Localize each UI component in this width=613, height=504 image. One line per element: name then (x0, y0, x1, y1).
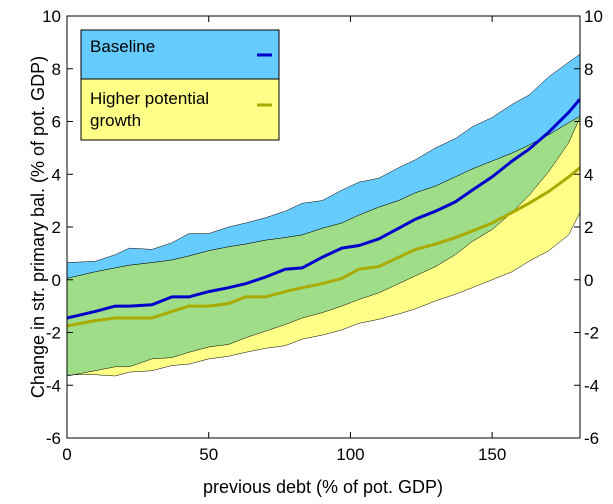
y-tick-label: 8 (52, 60, 61, 79)
overlap-band (67, 116, 580, 376)
y-tick-label-right: 10 (584, 7, 603, 26)
y-tick-label-right: -6 (584, 429, 599, 448)
axes: -6 -6-4 -4-2 -20 02 24 46 68 810 100 50 100 150 (42, 7, 603, 464)
y-tick-label: 10 (42, 7, 61, 26)
legend: Baseline Higher potential growth (80, 29, 280, 141)
y-tick-label: -4 (46, 376, 61, 395)
y-tick-label: -2 (46, 324, 61, 343)
baseline-band-lower-edge (67, 117, 580, 377)
y-tick-label-right: 0 (584, 271, 593, 290)
x-tick-label: 150 (478, 445, 506, 464)
legend-baseline-box (80, 29, 280, 80)
legend-baseline-label: Baseline (90, 37, 155, 56)
y-tick-label: 4 (52, 165, 61, 184)
y-tick-label-right: 4 (584, 165, 593, 184)
y-tick-label-right: 2 (584, 218, 593, 237)
legend-higher-growth-label: growth (90, 111, 141, 130)
y-tick-label-right: 6 (584, 113, 593, 132)
x-tick-label: 100 (336, 445, 364, 464)
higher-growth-line (67, 166, 580, 328)
y-tick-label-right: -4 (584, 376, 599, 395)
legend-higher-growth-box (80, 78, 280, 141)
x-tick-label: 0 (62, 445, 71, 464)
y-tick-label-right: 8 (584, 60, 593, 79)
y-tick-label-right: -2 (584, 324, 599, 343)
higher-growth-band-upper-edge (67, 115, 580, 279)
baseline-line (67, 98, 580, 320)
y-tick-label: 2 (52, 218, 61, 237)
x-axis-label: previous debt (% of pot. GDP) (203, 477, 443, 497)
y-tick-label: -6 (46, 429, 61, 448)
y-tick-label: 0 (52, 271, 61, 290)
y-tick-label: 6 (52, 113, 61, 132)
y-axis-label: Change in str. primary bal. (% of pot. G… (28, 56, 48, 398)
x-tick-label: 50 (199, 445, 218, 464)
series-lines (67, 98, 580, 328)
legend-higher-growth-label: Higher potential (90, 89, 209, 108)
